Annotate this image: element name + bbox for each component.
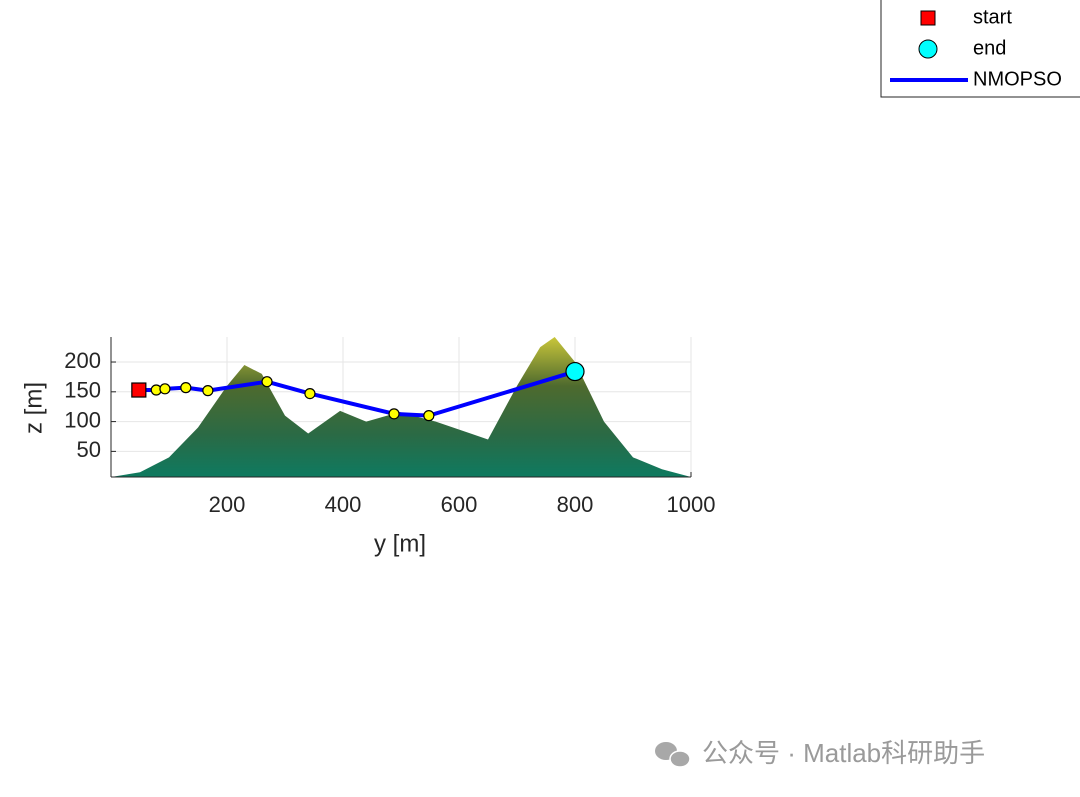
waypoint: [180, 382, 192, 394]
x-tick-label: 1000: [667, 492, 716, 517]
y-tick-label: 200: [64, 348, 101, 373]
waypoint: [304, 387, 316, 400]
legend-label: NMOPSO: [973, 68, 1062, 90]
waypoint: [159, 383, 171, 395]
waypoint: [388, 408, 400, 420]
legend: start end NMOPSO: [880, 0, 1080, 98]
y-tick-label: 150: [64, 378, 101, 403]
x-tick-label: 400: [325, 492, 362, 517]
waypoint: [261, 376, 273, 388]
watermark-icon: [669, 750, 691, 768]
y-axis-label: z [m]: [20, 382, 47, 434]
legend-label: start: [973, 6, 1012, 28]
terrain-surface: [111, 337, 691, 477]
x-tick-label: 800: [557, 492, 594, 517]
y-tick-label: 50: [77, 437, 101, 462]
legend-swatch: [918, 39, 938, 59]
x-tick-label: 600: [441, 492, 478, 517]
y-tick-label: 100: [64, 407, 101, 432]
waypoint: [202, 385, 214, 397]
legend-swatch: [920, 10, 936, 26]
x-axis-label: y [m]: [374, 530, 426, 557]
end-marker: [565, 361, 585, 382]
waypoint: [423, 410, 435, 422]
plot-area: [110, 337, 692, 478]
start-marker: [131, 382, 147, 398]
x-tick-label: 200: [209, 492, 246, 517]
legend-label: end: [973, 37, 1006, 59]
watermark-text: 公众号 · Matlab科研助手: [702, 738, 985, 768]
watermark: 公众号 · Matlab科研助手: [655, 738, 985, 768]
